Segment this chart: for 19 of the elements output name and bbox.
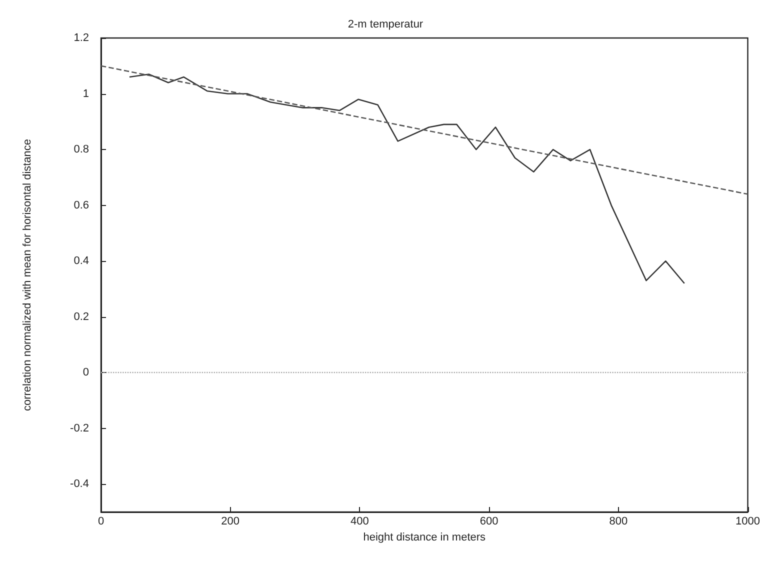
y-tick-label: 0.2 [74,310,89,323]
x-axis-title: height distance in meters [363,531,486,544]
y-tick-label: -0.2 [70,422,89,434]
chart-title: 2-m temperatur [348,18,424,30]
line-series [128,74,686,284]
y-tick-label: 0.6 [74,199,89,212]
x-tick-label: 400 [350,516,369,528]
y-axis-title: correlation normalized with mean for horisontal distance [22,138,34,412]
y-tick-label: 1 [82,88,89,100]
x-tick-label: 200 [221,516,240,528]
y-tick-label: -0.4 [70,478,89,490]
x-tick-label: 800 [609,516,628,528]
x-tick-label: 0 [98,516,104,528]
x-tick-label: 1000 [736,516,760,528]
y-tick-label: 0.4 [74,255,89,268]
y-tick-label: 0 [82,366,89,379]
y-tick-label: 1.2 [74,32,89,44]
y-tick-label: 0.8 [74,144,89,156]
x-tick-label: 600 [480,516,498,528]
